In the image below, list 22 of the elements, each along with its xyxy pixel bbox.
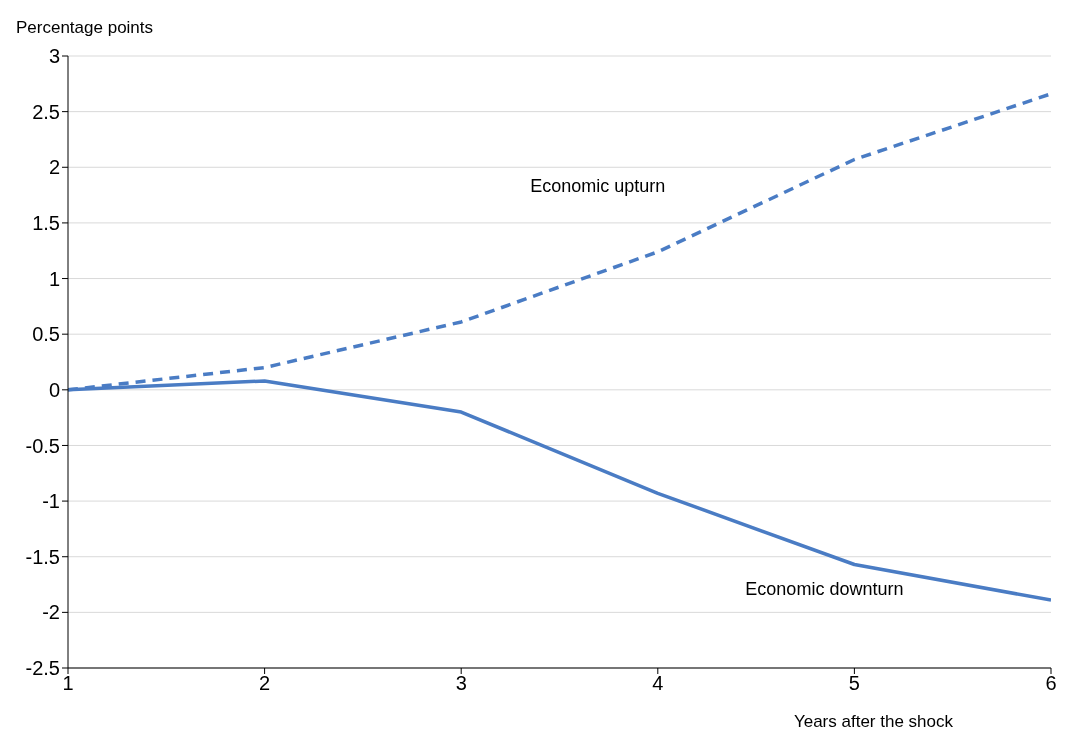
x-tick-label: 4 (652, 672, 664, 695)
y-tick-label: 2.5 (32, 100, 60, 123)
x-tick-label: 1 (62, 672, 74, 695)
y-tick-label: -2 (42, 601, 60, 624)
x-tick-label: 6 (1045, 672, 1057, 695)
x-tick-label: 5 (848, 672, 860, 695)
y-tick-label: 1.5 (32, 212, 60, 235)
series-label: Economic downturn (745, 578, 904, 599)
y-tick-label: -1 (42, 490, 60, 513)
y-tick-label: -2.5 (25, 657, 60, 680)
y-tick-label: -0.5 (25, 434, 60, 457)
x-tick-label: 3 (455, 672, 467, 695)
y-tick-label: 3 (48, 45, 60, 68)
y-tick-label: 0 (48, 378, 60, 401)
x-axis-title: Years after the shock (793, 712, 953, 732)
y-tick-label: -1.5 (25, 545, 60, 568)
y-tick-label: 0.5 (32, 323, 60, 346)
y-axis-title: Percentage points (16, 18, 154, 38)
x-tick-label: 2 (259, 672, 271, 695)
y-tick-label: 2 (48, 156, 60, 179)
text: Economic upturn (530, 175, 666, 196)
y-tick-label: 1 (48, 267, 60, 290)
